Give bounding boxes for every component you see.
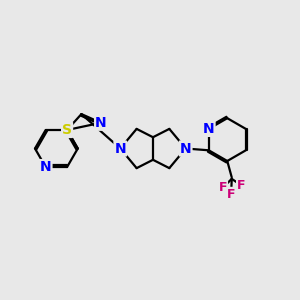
Text: F: F bbox=[227, 188, 236, 201]
Text: S: S bbox=[62, 123, 72, 137]
Text: N: N bbox=[40, 160, 52, 174]
Text: N: N bbox=[180, 142, 191, 155]
Text: F: F bbox=[237, 179, 245, 192]
Text: N: N bbox=[115, 142, 126, 155]
Text: N: N bbox=[95, 116, 107, 130]
Text: F: F bbox=[219, 181, 227, 194]
Text: N: N bbox=[203, 122, 214, 136]
